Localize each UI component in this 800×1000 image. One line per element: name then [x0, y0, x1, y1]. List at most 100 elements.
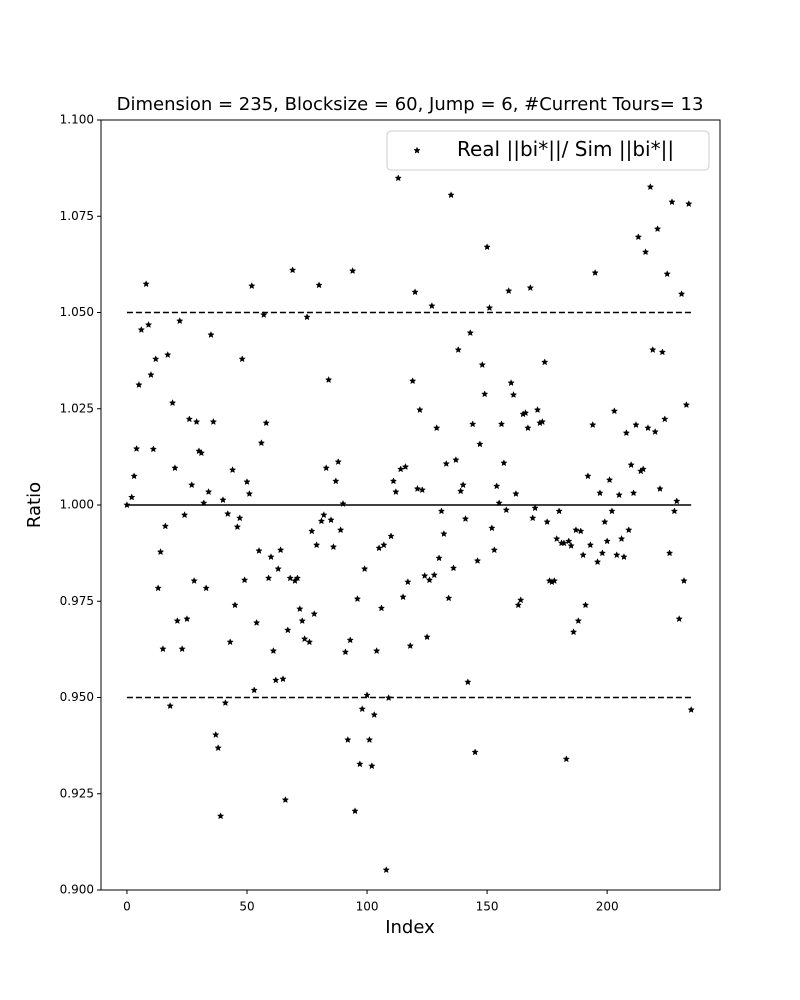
point: [430, 571, 438, 579]
point: [272, 676, 280, 684]
point: [185, 415, 194, 423]
point: [610, 407, 619, 415]
point: [651, 427, 659, 435]
point: [180, 511, 189, 519]
legend-label: Real ||bi*||/ Sim ||bi*||: [457, 137, 674, 161]
point: [673, 497, 681, 505]
point: [320, 511, 328, 519]
point: [375, 544, 383, 552]
point: [495, 499, 503, 507]
point: [204, 488, 213, 496]
point: [483, 243, 491, 251]
point: [324, 376, 333, 383]
point: [372, 647, 381, 655]
point: [500, 459, 508, 467]
point: [603, 537, 611, 545]
point: [459, 481, 467, 489]
point: [416, 406, 424, 414]
point: [526, 284, 534, 291]
point: [128, 493, 136, 501]
point: [368, 762, 376, 770]
point: [171, 464, 179, 472]
point: [596, 489, 604, 497]
point: [188, 481, 196, 489]
point: [156, 548, 165, 556]
point: [565, 537, 573, 545]
point: [226, 638, 234, 646]
point: [255, 546, 263, 554]
x-tick-label: 0: [123, 900, 131, 914]
point: [310, 610, 318, 618]
point: [538, 417, 546, 425]
point: [248, 282, 256, 290]
point: [514, 601, 522, 609]
point: [425, 576, 434, 584]
point: [435, 554, 443, 562]
point: [680, 576, 688, 584]
point: [197, 449, 206, 457]
point: [260, 310, 268, 318]
point: [228, 466, 237, 474]
point: [646, 183, 655, 191]
point: [620, 553, 628, 561]
point: [392, 488, 400, 496]
point: [303, 313, 311, 321]
point: [341, 648, 350, 656]
point: [300, 635, 309, 643]
point: [353, 595, 362, 603]
point: [137, 325, 145, 333]
point: [389, 477, 398, 485]
point: [219, 496, 227, 504]
point: [445, 594, 453, 602]
point: [428, 302, 436, 310]
point: [488, 524, 496, 532]
point: [476, 440, 484, 448]
point: [449, 564, 458, 572]
x-tick-label: 200: [596, 900, 619, 914]
point: [394, 174, 402, 182]
point: [562, 755, 570, 763]
point: [641, 248, 650, 256]
point: [593, 558, 602, 566]
point: [149, 445, 158, 453]
point: [553, 535, 561, 542]
point: [161, 522, 170, 530]
y-tick-label: 0.975: [60, 594, 94, 608]
point: [658, 348, 667, 356]
point: [608, 507, 616, 515]
point: [360, 565, 369, 573]
point: [505, 287, 513, 295]
y-axis-label: Ratio: [24, 482, 45, 528]
y-tick-label: 1.000: [60, 498, 94, 512]
point: [567, 541, 575, 549]
point: [411, 288, 419, 296]
point: [250, 686, 258, 694]
legend-box: [386, 130, 710, 171]
point: [240, 576, 249, 584]
point: [144, 320, 153, 328]
x-tick-label: 150: [476, 900, 499, 914]
point: [178, 645, 186, 653]
point: [529, 514, 537, 522]
x-tick-label: 50: [239, 900, 254, 914]
point: [617, 535, 626, 542]
point: [147, 371, 155, 378]
y-tick-label: 1.075: [60, 209, 94, 223]
point: [279, 675, 287, 683]
point: [622, 429, 631, 437]
point: [584, 472, 592, 480]
point: [236, 514, 244, 522]
point: [461, 515, 470, 522]
point: [413, 484, 422, 492]
point: [252, 618, 261, 626]
point: [560, 539, 568, 547]
point: [346, 636, 354, 644]
point: [334, 458, 342, 465]
point: [224, 510, 232, 517]
y-tick-label: 1.100: [60, 113, 94, 127]
point: [267, 553, 275, 561]
point: [317, 517, 326, 525]
point: [615, 491, 623, 499]
point: [135, 381, 143, 388]
